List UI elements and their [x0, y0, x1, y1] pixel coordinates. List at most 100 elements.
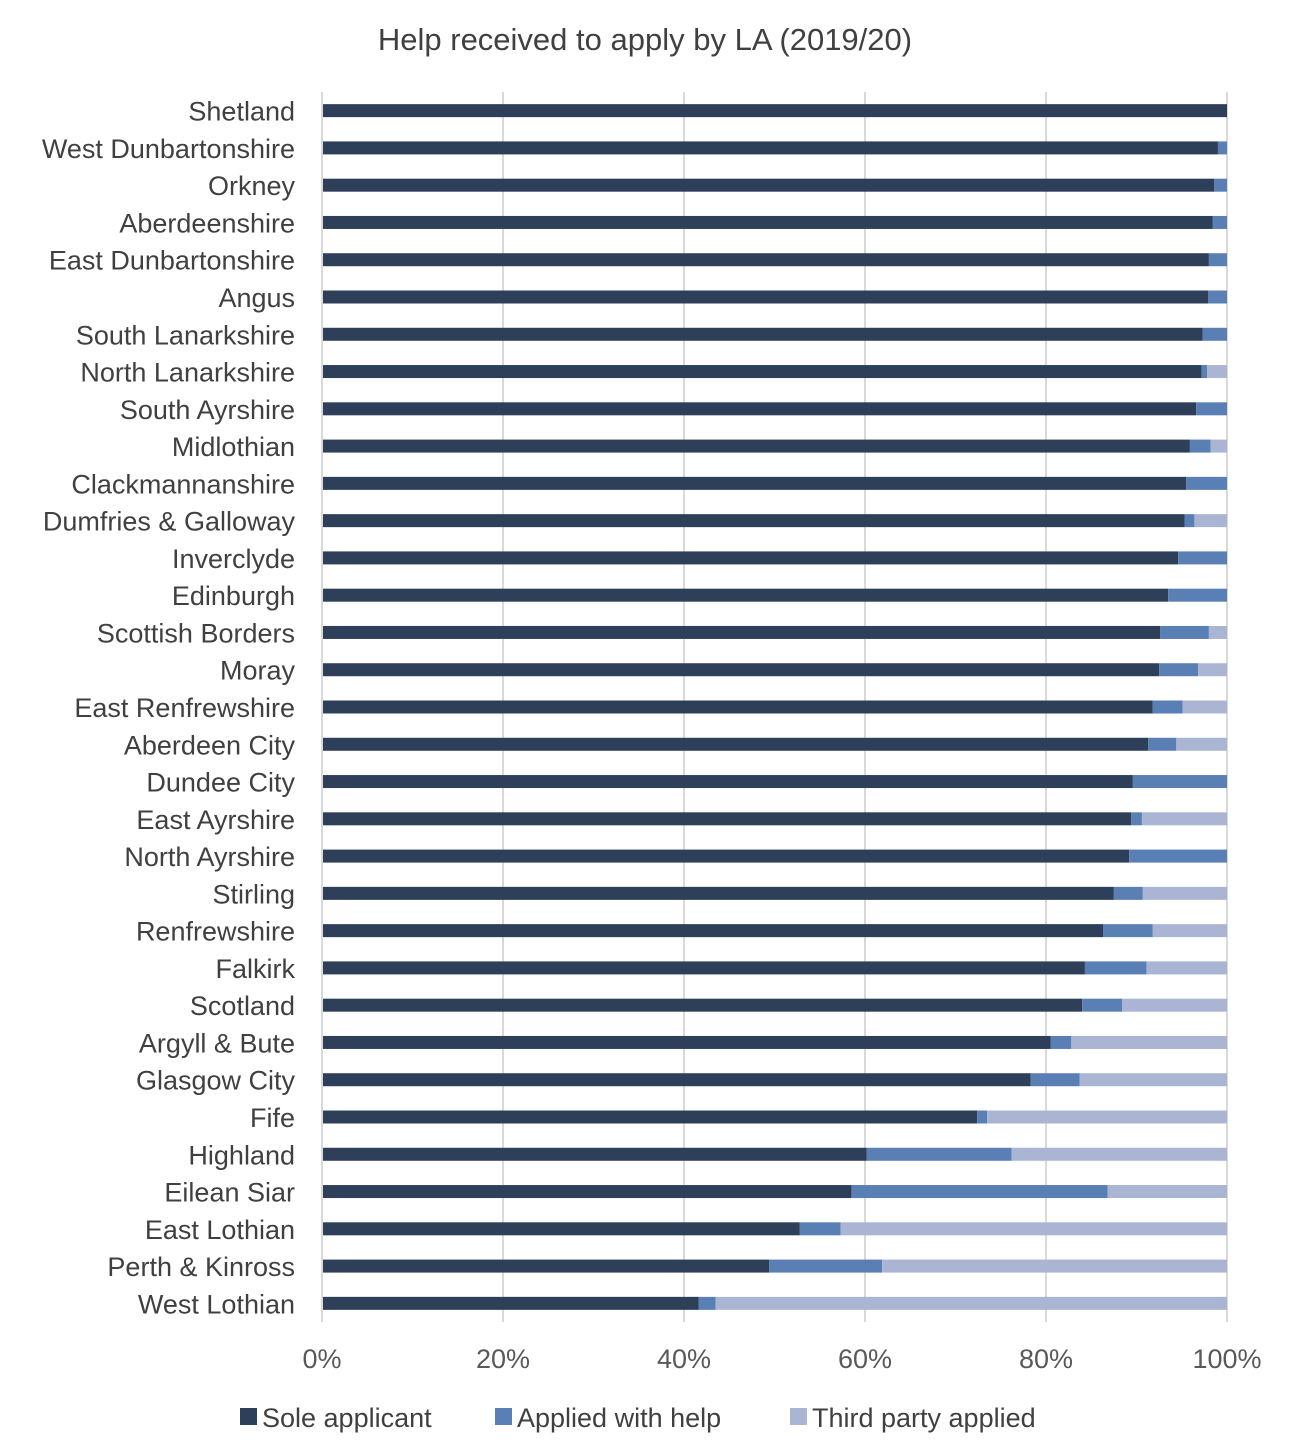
bar-segment: [322, 1110, 978, 1124]
legend-label: Applied with help: [517, 1403, 721, 1433]
category-label: South Ayrshire: [120, 395, 295, 425]
bar-segment: [1148, 737, 1177, 751]
bar-segment: [1082, 998, 1123, 1012]
bar-segment: [322, 1035, 1051, 1049]
bar-segment: [1207, 365, 1227, 379]
category-label: North Ayrshire: [124, 842, 295, 872]
legend-swatch: [495, 1408, 512, 1425]
bar-segment: [882, 1259, 1227, 1273]
bar-segment: [322, 886, 1114, 900]
bar-segment: [322, 551, 1179, 565]
bar-segment: [1011, 1147, 1227, 1161]
bar-segment: [799, 1222, 841, 1236]
category-label: West Dunbartonshire: [42, 134, 295, 164]
category-label: Orkney: [208, 171, 296, 201]
category-label: Aberdeenshire: [119, 208, 295, 238]
legend: Sole applicant Applied with help Third par…: [240, 1403, 1036, 1433]
category-label: Midlothian: [172, 432, 295, 462]
bar-segment: [322, 849, 1130, 863]
bar-segment: [1202, 327, 1227, 341]
bar-segment: [1050, 1035, 1072, 1049]
bar-segment: [1210, 439, 1227, 453]
category-label: West Lothian: [138, 1289, 295, 1319]
bar-segment: [1071, 1035, 1227, 1049]
bar-segment: [1168, 588, 1227, 602]
bar-segment: [1152, 700, 1183, 714]
legend-swatch: [790, 1408, 807, 1425]
bar-segment: [322, 663, 1160, 677]
category-label: Perth & Kinross: [107, 1252, 295, 1282]
category-label: Glasgow City: [136, 1066, 296, 1096]
chart-title: Help received to apply by LA (2019/20): [378, 22, 912, 57]
bar-segment: [1207, 290, 1227, 304]
bar-segment: [1146, 961, 1227, 975]
bar-segment: [1142, 886, 1227, 900]
bar-segment: [1079, 1073, 1227, 1087]
bar-segment: [1198, 663, 1227, 677]
bar-segment: [322, 924, 1104, 938]
category-label: East Lothian: [145, 1215, 295, 1245]
bar-segment: [322, 327, 1203, 341]
category-label: Scottish Borders: [97, 618, 295, 648]
bar-segment: [322, 1222, 800, 1236]
bar-segment: [322, 1185, 852, 1199]
bar-segment: [322, 253, 1209, 267]
bar-segment: [322, 104, 1227, 118]
legend-swatch: [240, 1408, 257, 1425]
x-tick-label: 80%: [1019, 1344, 1073, 1374]
bar-segment: [1194, 514, 1227, 528]
bar-segment: [322, 625, 1161, 639]
category-label: Stirling: [212, 879, 295, 909]
bar-segment: [1152, 924, 1227, 938]
bar-segment: [851, 1185, 1108, 1199]
bar-segment: [1178, 551, 1227, 565]
bar-segment: [1182, 700, 1227, 714]
bar-segment: [715, 1296, 1227, 1310]
bar-segment: [322, 812, 1132, 826]
category-labels: Shetland West Dunbartonshire Orkney Aberdee…: [42, 97, 296, 1320]
legend-label: Third party applied: [812, 1403, 1036, 1433]
bar-segment: [322, 588, 1169, 602]
category-label: Clackmannanshire: [71, 469, 295, 499]
legend-label: Sole applicant: [262, 1403, 432, 1433]
category-label: South Lanarkshire: [76, 320, 295, 350]
bar-segment: [1122, 998, 1227, 1012]
category-label: Falkirk: [216, 954, 296, 984]
bar-segment: [322, 215, 1213, 229]
bar-segment: [840, 1222, 1227, 1236]
bar-segment: [1217, 141, 1227, 155]
bar-segment: [1103, 924, 1153, 938]
bar-segment: [1107, 1185, 1227, 1199]
bar-segment: [322, 1296, 699, 1310]
category-label: East Renfrewshire: [74, 693, 295, 723]
bar-segment: [1159, 663, 1199, 677]
bar-segment: [1141, 812, 1227, 826]
x-tick-label: 20%: [476, 1344, 530, 1374]
bar-segment: [322, 1073, 1031, 1087]
bar-segment: [1176, 737, 1227, 751]
x-tick-label: 100%: [1192, 1344, 1261, 1374]
bar-segment: [322, 961, 1085, 975]
category-label: East Dunbartonshire: [49, 246, 295, 276]
bar-segment: [322, 178, 1215, 192]
category-label: Inverclyde: [172, 544, 295, 574]
bar-segment: [1184, 514, 1195, 528]
category-label: Aberdeen City: [124, 730, 296, 760]
bar-segment: [698, 1296, 716, 1310]
bar-segment: [769, 1259, 883, 1273]
category-label: Dumfries & Galloway: [43, 507, 296, 537]
bar-segment: [1186, 476, 1227, 490]
bar-segment: [322, 737, 1149, 751]
category-label: North Lanarkshire: [80, 358, 295, 388]
x-tick-labels: 0% 20% 40% 60% 80% 100%: [302, 1344, 1261, 1374]
bar-segment: [1214, 178, 1227, 192]
bar-segment: [1030, 1073, 1080, 1087]
bars: [322, 104, 1227, 1310]
category-label: Eilean Siar: [164, 1178, 295, 1208]
bar-segment: [1113, 886, 1143, 900]
bar-segment: [322, 514, 1185, 528]
category-label: Edinburgh: [172, 581, 295, 611]
bar-segment: [1129, 849, 1227, 863]
